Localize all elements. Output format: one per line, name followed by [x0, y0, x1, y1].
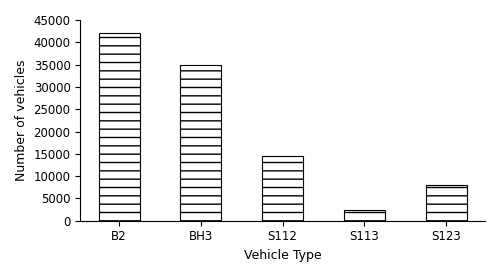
Bar [180, 65, 222, 221]
Bar [344, 210, 385, 221]
Y-axis label: Number of vehicles: Number of vehicles [15, 60, 28, 181]
Bar [262, 156, 303, 221]
Bar [98, 34, 140, 221]
X-axis label: Vehicle Type: Vehicle Type [244, 249, 322, 262]
Bar [426, 185, 467, 221]
